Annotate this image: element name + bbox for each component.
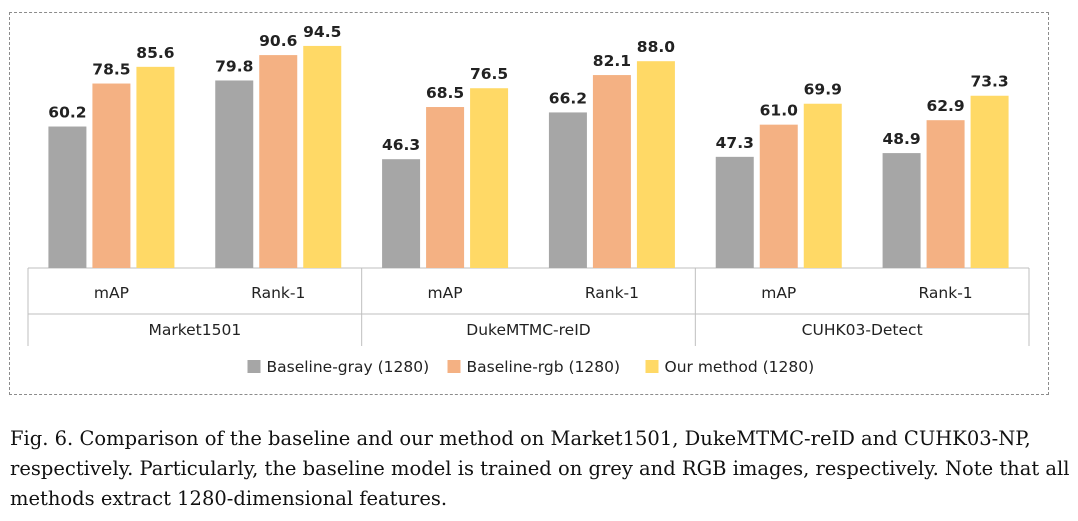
bar bbox=[926, 120, 965, 268]
bar bbox=[136, 66, 175, 268]
bar bbox=[636, 61, 675, 269]
category-tick-label: Rank-1 bbox=[251, 284, 305, 302]
bar bbox=[882, 153, 921, 268]
bar bbox=[426, 107, 465, 269]
data-label: 68.5 bbox=[426, 84, 464, 102]
legend-swatch bbox=[645, 360, 659, 373]
category-tick-label: mAP bbox=[761, 284, 796, 302]
bar bbox=[303, 45, 342, 268]
data-label: 60.2 bbox=[48, 104, 86, 122]
bar bbox=[470, 88, 509, 268]
bar bbox=[382, 159, 421, 268]
bar bbox=[592, 75, 631, 268]
category-tick-label: mAP bbox=[428, 284, 463, 302]
category-tick-label: Rank-1 bbox=[585, 284, 639, 302]
legend-label: Baseline-gray (1280) bbox=[267, 358, 430, 376]
data-label: 66.2 bbox=[549, 89, 587, 107]
figure-caption: Fig. 6. Comparison of the baseline and o… bbox=[10, 424, 1070, 514]
data-label: 69.9 bbox=[804, 81, 842, 99]
bar bbox=[259, 55, 298, 269]
data-label: 46.3 bbox=[382, 136, 420, 154]
bar bbox=[759, 124, 798, 269]
group-tick-label: CUHK03-Detect bbox=[802, 321, 923, 339]
bar bbox=[48, 126, 87, 268]
data-label: 61.0 bbox=[760, 102, 798, 120]
group-tick-label: DukeMTMC-reID bbox=[466, 321, 590, 339]
data-label: 73.3 bbox=[970, 73, 1008, 91]
data-label: 62.9 bbox=[926, 97, 964, 115]
category-tick-label: mAP bbox=[94, 284, 129, 302]
legend-label: Baseline-rgb (1280) bbox=[467, 358, 621, 376]
bar bbox=[715, 156, 754, 268]
data-label: 82.1 bbox=[593, 52, 631, 70]
bar bbox=[548, 112, 587, 269]
data-label: 79.8 bbox=[215, 57, 253, 75]
caption-line-3: methods extract 1280-dimensional feature… bbox=[10, 487, 448, 510]
caption-line-1: Fig. 6. Comparison of the baseline and o… bbox=[10, 427, 1031, 450]
legend-swatch bbox=[247, 360, 261, 373]
data-label: 76.5 bbox=[470, 65, 508, 83]
figure-frame bbox=[9, 12, 1049, 395]
legend-swatch bbox=[447, 360, 461, 373]
bar-chart: 60.2 78.5 85.6 mAP 79.8 90.6 94.5 Rank-1 Market1… bbox=[27, 23, 1030, 376]
group-tick-label: Market1501 bbox=[148, 321, 241, 339]
bar bbox=[92, 83, 131, 269]
bar bbox=[803, 103, 842, 268]
data-label: 90.6 bbox=[259, 32, 297, 50]
caption-line-2: respectively. Particularly, the baseline… bbox=[10, 457, 1070, 480]
data-label: 78.5 bbox=[92, 61, 130, 79]
data-label: 85.6 bbox=[136, 44, 174, 62]
bar bbox=[215, 80, 254, 268]
data-label: 88.0 bbox=[637, 38, 675, 56]
bar bbox=[970, 95, 1009, 269]
data-label: 48.9 bbox=[882, 130, 920, 148]
legend-label: Our method (1280) bbox=[665, 358, 815, 376]
data-label: 47.3 bbox=[716, 134, 754, 152]
category-tick-label: Rank-1 bbox=[918, 284, 972, 302]
data-label: 94.5 bbox=[303, 23, 341, 41]
